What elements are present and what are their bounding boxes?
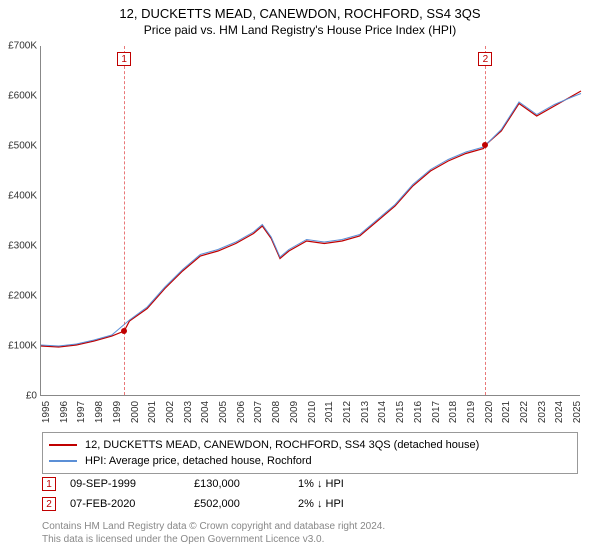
footer-line1: Contains HM Land Registry data © Crown c… <box>42 520 578 533</box>
footer-line2: This data is licensed under the Open Gov… <box>42 533 578 546</box>
x-axis-tick: 2000 <box>130 401 141 423</box>
marker-label: 1 <box>117 52 131 66</box>
marker-dot <box>482 142 488 148</box>
chart-subtitle: Price paid vs. HM Land Registry's House … <box>0 21 600 43</box>
transaction-date: 09-SEP-1999 <box>70 478 180 490</box>
x-axis-tick: 2017 <box>431 401 442 423</box>
footer-attribution: Contains HM Land Registry data © Crown c… <box>42 520 578 546</box>
x-axis-tick: 2020 <box>484 401 495 423</box>
legend-swatch <box>49 444 77 446</box>
legend-swatch <box>49 460 77 462</box>
x-axis-tick: 2023 <box>537 401 548 423</box>
transaction-number: 2 <box>42 497 56 511</box>
x-axis-tick: 2007 <box>253 401 264 423</box>
transaction-number: 1 <box>42 477 56 491</box>
x-axis-tick: 2022 <box>519 401 530 423</box>
x-axis-tick: 2006 <box>236 401 247 423</box>
x-axis-tick: 2004 <box>200 401 211 423</box>
y-axis-tick: £300K <box>1 241 37 252</box>
x-axis-tick: 2018 <box>448 401 459 423</box>
x-axis-tick: 1999 <box>112 401 123 423</box>
legend-item: HPI: Average price, detached house, Roch… <box>49 453 571 469</box>
transaction-pct: 2% ↓ HPI <box>298 498 388 510</box>
x-axis-tick: 2021 <box>501 401 512 423</box>
x-axis-tick: 2015 <box>395 401 406 423</box>
transaction-price: £130,000 <box>194 478 284 490</box>
y-axis-tick: £0 <box>1 391 37 402</box>
transaction-price: £502,000 <box>194 498 284 510</box>
x-axis-tick: 2010 <box>307 401 318 423</box>
series-line-price_paid <box>41 91 581 347</box>
x-axis-tick: 2019 <box>466 401 477 423</box>
transaction-pct: 1% ↓ HPI <box>298 478 388 490</box>
x-axis-tick: 2005 <box>218 401 229 423</box>
y-axis-tick: £200K <box>1 291 37 302</box>
y-axis-tick: £400K <box>1 191 37 202</box>
y-axis-tick: £100K <box>1 341 37 352</box>
x-axis-tick: 2025 <box>572 401 583 423</box>
y-axis-tick: £600K <box>1 91 37 102</box>
x-axis-tick: 1996 <box>59 401 70 423</box>
x-axis-tick: 2014 <box>377 401 388 423</box>
transactions-table: 1 09-SEP-1999 £130,000 1% ↓ HPI 2 07-FEB-2020… <box>42 474 578 514</box>
x-axis-tick: 1997 <box>76 401 87 423</box>
x-axis-tick: 2003 <box>183 401 194 423</box>
transaction-date: 07-FEB-2020 <box>70 498 180 510</box>
marker-label: 2 <box>478 52 492 66</box>
legend-label: 12, DUCKETTS MEAD, CANEWDON, ROCHFORD, S… <box>85 439 479 451</box>
x-axis-tick: 2024 <box>554 401 565 423</box>
x-axis-tick: 2013 <box>360 401 371 423</box>
chart-plot-area: £0£100K£200K£300K£400K£500K£600K£700K199… <box>40 46 580 396</box>
x-axis-tick: 2008 <box>271 401 282 423</box>
chart-container: 12, DUCKETTS MEAD, CANEWDON, ROCHFORD, S… <box>0 0 600 560</box>
marker-dot <box>121 328 127 334</box>
y-axis-tick: £700K <box>1 41 37 52</box>
x-axis-tick: 2012 <box>342 401 353 423</box>
x-axis-tick: 2011 <box>324 401 335 423</box>
transaction-row: 1 09-SEP-1999 £130,000 1% ↓ HPI <box>42 474 578 494</box>
line-plot-svg <box>41 46 580 395</box>
x-axis-tick: 1998 <box>94 401 105 423</box>
marker-vline <box>485 46 486 395</box>
x-axis-tick: 2001 <box>147 401 158 423</box>
x-axis-tick: 2016 <box>413 401 424 423</box>
legend: 12, DUCKETTS MEAD, CANEWDON, ROCHFORD, S… <box>42 432 578 474</box>
legend-label: HPI: Average price, detached house, Roch… <box>85 455 312 467</box>
series-line-hpi <box>41 94 581 347</box>
x-axis-tick: 2009 <box>289 401 300 423</box>
legend-item: 12, DUCKETTS MEAD, CANEWDON, ROCHFORD, S… <box>49 437 571 453</box>
marker-vline <box>124 46 125 395</box>
transaction-row: 2 07-FEB-2020 £502,000 2% ↓ HPI <box>42 494 578 514</box>
chart-title: 12, DUCKETTS MEAD, CANEWDON, ROCHFORD, S… <box>0 0 600 21</box>
y-axis-tick: £500K <box>1 141 37 152</box>
x-axis-tick: 1995 <box>41 401 52 423</box>
x-axis-tick: 2002 <box>165 401 176 423</box>
